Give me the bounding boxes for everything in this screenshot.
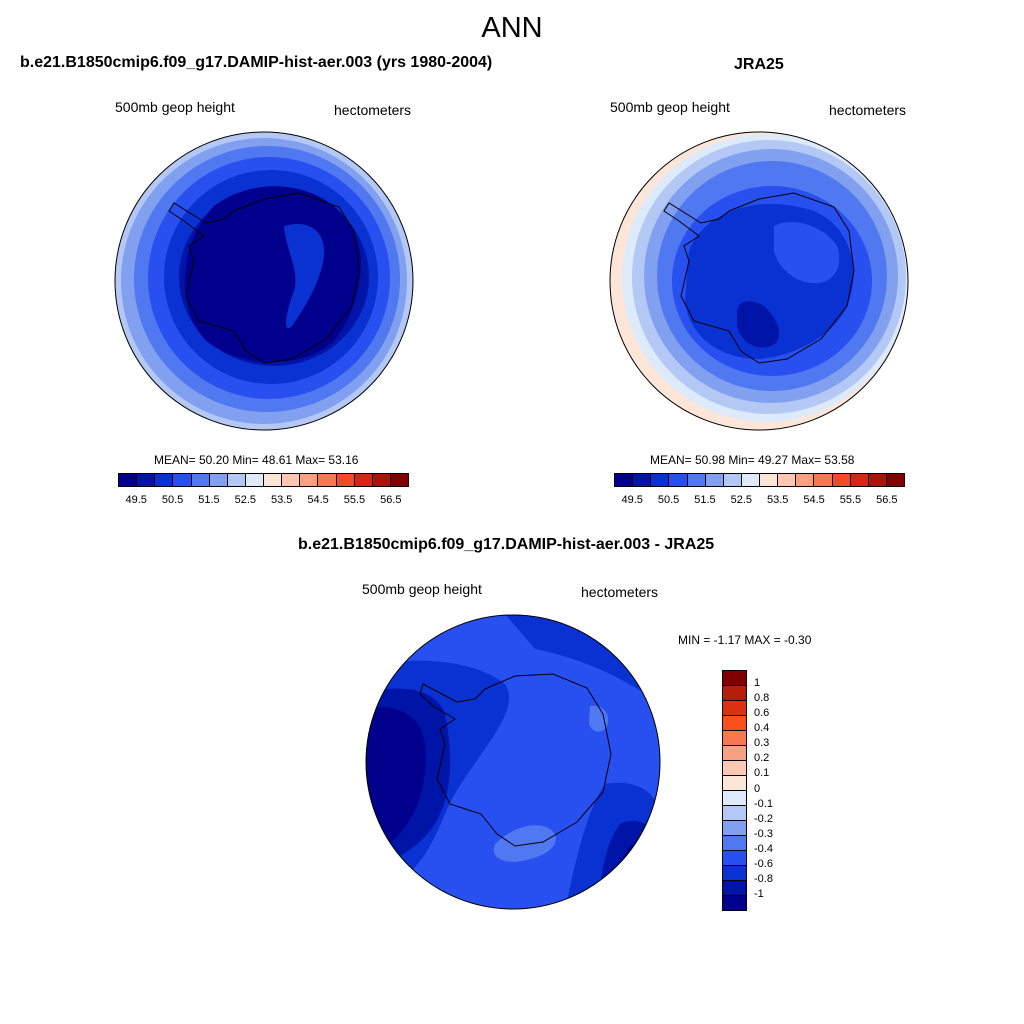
colorbar-swatch [669,474,688,486]
colorbar-swatch [723,791,746,806]
panel-3-title: b.e21.B1850cmip6.f09_g17.DAMIP-hist-aer.… [298,536,715,553]
colorbar-swatch [723,836,746,851]
colorbar-swatch [155,474,174,486]
colorbar-swatch [723,761,746,776]
colorbar-tick-label: 49.5 [621,494,643,506]
colorbar-tick-label: 56.5 [876,494,898,506]
colorbar-swatch [209,474,228,486]
panel-2-map [609,131,909,431]
colorbar-tick-label: -0.8 [754,872,773,885]
colorbar-swatch [318,474,337,486]
colorbar-tick-label: 0.6 [754,707,770,720]
colorbar-tick-label: 0 [754,782,761,795]
colorbar-tick-label: -0.3 [754,827,773,840]
colorbar-tick-label: 55.5 [839,494,862,506]
panel-2-colorbar [614,473,905,487]
panel-2-variable-label: 500mb geop height [610,99,730,115]
panel-1-title: b.e21.B1850cmip6.f09_g17.DAMIP-hist-aer.… [20,54,493,71]
colorbar-swatch [615,474,634,486]
colorbar-tick-label: -0.6 [754,857,773,870]
panel-1-units-label: hectometers [334,102,412,118]
colorbar-swatch [723,746,746,761]
colorbar-tick-label: -0.2 [754,812,773,825]
colorbar-tick-label: 0.8 [754,692,770,705]
colorbar-tick-label: 54.5 [803,494,825,506]
figure-title: ANN [481,12,543,44]
colorbar-swatch [119,474,138,486]
colorbar-tick-label: 53.5 [270,494,293,506]
colorbar-tick-label: 0.2 [754,752,770,765]
colorbar-swatch [723,821,746,836]
colorbar-swatch [723,851,746,866]
colorbar-swatch [850,474,869,486]
colorbar-swatch [633,474,652,486]
colorbar-tick-label: 1 [754,677,761,690]
colorbar-swatch [173,474,192,486]
panel-1-stats: MEAN= 50.20 Min= 48.61 Max= 53.16 [154,453,359,467]
colorbar-tick-label: 0.1 [754,767,770,780]
colorbar-swatch [723,776,746,791]
colorbar-tick-label: 54.5 [307,494,329,506]
colorbar-swatch [814,474,833,486]
colorbar-swatch [723,806,746,821]
colorbar-tick-label: 50.5 [657,494,680,506]
colorbar-tick-label: -0.4 [754,842,773,855]
panel-3-units-label: hectometers [581,584,659,600]
colorbar-swatch [282,474,301,486]
colorbar-tick-label: 56.5 [380,494,402,506]
colorbar-swatch [723,474,742,486]
colorbar-swatch [336,474,355,486]
colorbar-swatch [227,474,246,486]
colorbar-swatch [741,474,760,486]
colorbar-swatch [390,474,408,486]
colorbar-swatch [723,671,746,686]
colorbar-swatch [245,474,264,486]
colorbar-tick-label: -0.1 [754,797,773,810]
colorbar-tick-label: 50.5 [161,494,184,506]
colorbar-swatch [723,896,746,910]
colorbar-swatch [354,474,373,486]
colorbar-swatch [300,474,319,486]
colorbar-swatch [723,686,746,701]
colorbar-tick-label: 55.5 [343,494,366,506]
colorbar-swatch [723,731,746,746]
panel-1-map [114,131,414,431]
colorbar-tick-label: 49.5 [125,494,147,506]
panel-3-variable-label: 500mb geop height [362,581,482,597]
colorbar-swatch [372,474,391,486]
colorbar-swatch [191,474,210,486]
colorbar-tick-label: 53.5 [766,494,789,506]
colorbar-tick-label: 51.5 [198,494,220,506]
colorbar-swatch [778,474,797,486]
colorbar-swatch [651,474,670,486]
colorbar-swatch [687,474,706,486]
colorbar-tick-label: 0.3 [754,737,770,750]
panel-1-colorbar [118,473,409,487]
colorbar-tick-label: -1 [754,887,764,900]
panel-3-map [365,614,661,910]
colorbar-swatch [137,474,156,486]
panel-3-stats: MIN = -1.17 MAX = -0.30 [678,633,812,647]
panel-1-variable-label: 500mb geop height [115,99,235,115]
colorbar-swatch [832,474,851,486]
colorbar-tick-label: 52.5 [730,494,753,506]
panel-2-stats: MEAN= 50.98 Min= 49.27 Max= 53.58 [650,453,855,467]
colorbar-tick-label: 52.5 [234,494,257,506]
colorbar-tick-label: 51.5 [694,494,716,506]
panel-2-title: JRA25 [734,56,784,73]
colorbar-swatch [723,716,746,731]
colorbar-swatch [886,474,904,486]
colorbar-swatch [723,701,746,716]
colorbar-swatch [796,474,815,486]
panel-2-units-label: hectometers [829,102,907,118]
colorbar-swatch [868,474,887,486]
colorbar-swatch [705,474,724,486]
colorbar-swatch [723,866,746,881]
colorbar-swatch [264,474,283,486]
panel-3-colorbar [722,670,747,911]
colorbar-swatch [723,881,746,896]
colorbar-swatch [760,474,779,486]
colorbar-tick-label: 0.4 [754,722,770,735]
